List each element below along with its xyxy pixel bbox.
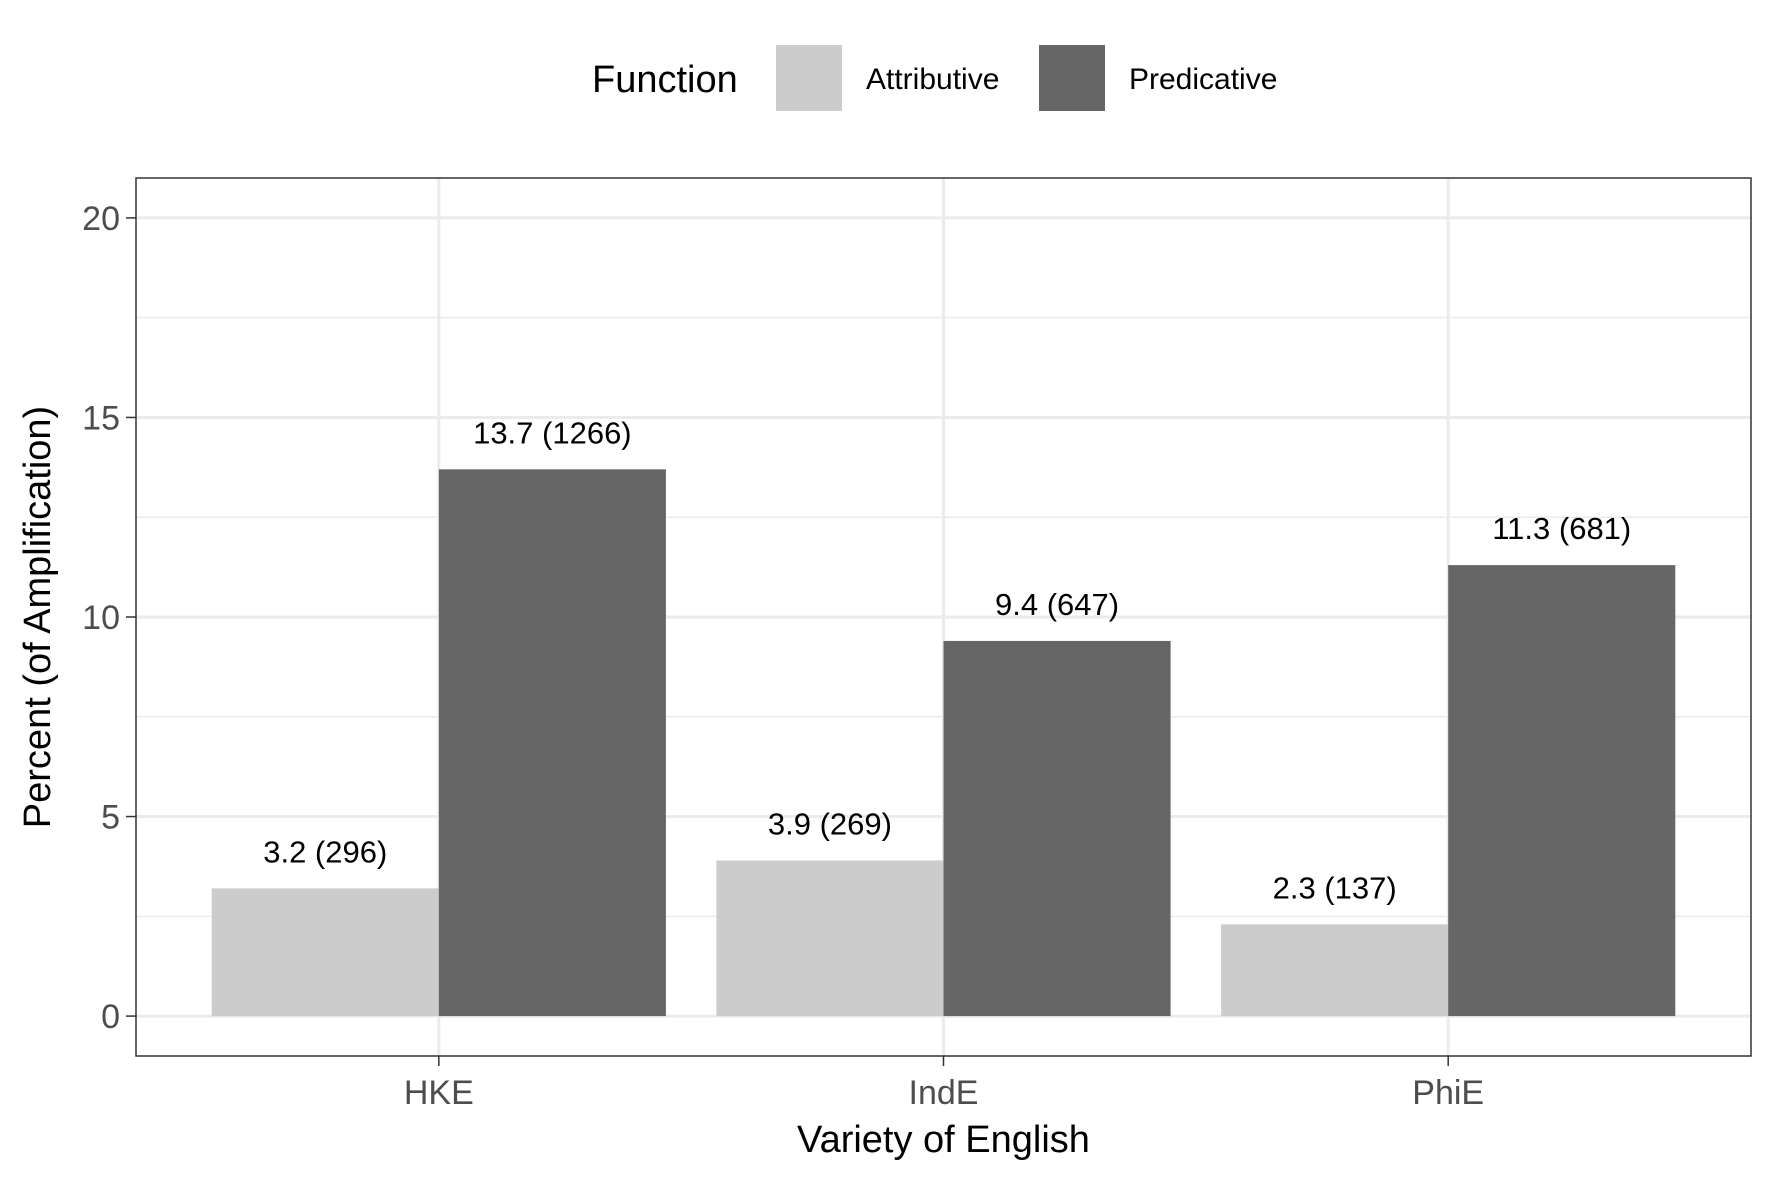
x-tick-label-phie: PhiE (1412, 1074, 1484, 1112)
data-label-attributive-phie: 2.3 (137) (1273, 870, 1397, 905)
data-label-attributive-hke: 3.2 (296) (263, 834, 387, 869)
y-axis: 0 5 10 15 20 (82, 200, 136, 1036)
y-tick-label: 10 (82, 599, 120, 637)
legend-label-predicative: Predicative (1129, 63, 1277, 96)
plot-panel: 3.2 (296) 3.9 (269) 2.3 (137) 13.7 (1266) 9.… (135, 177, 1752, 1057)
legend: Function Attributive Predicative (592, 45, 1277, 111)
legend-title: Function (592, 59, 738, 101)
x-axis: HKE IndE PhiE (404, 1056, 1484, 1112)
y-axis-title: Percent (of Amplification) (17, 406, 59, 828)
data-labels: 3.2 (296) 3.9 (269) 2.3 (137) 13.7 (1266) 9.… (263, 415, 1631, 905)
bars (211, 469, 1676, 1017)
legend-key-attributive (776, 45, 842, 111)
y-tick-label: 0 (101, 998, 120, 1036)
y-tick-label: 5 (101, 799, 120, 837)
bar-attributive-inde (716, 860, 944, 1017)
legend-label-attributive: Attributive (866, 63, 999, 96)
y-tick-label: 20 (82, 200, 120, 238)
bar-attributive-hke (211, 888, 439, 1017)
data-label-predicative-hke: 13.7 (1266) (473, 415, 632, 450)
x-tick-label-inde: IndE (909, 1074, 979, 1112)
data-label-predicative-phie: 11.3 (681) (1492, 511, 1631, 546)
bar-predicative-inde (943, 640, 1171, 1017)
bar-attributive-phie (1221, 924, 1449, 1017)
bar-predicative-phie (1448, 565, 1676, 1017)
data-label-predicative-inde: 9.4 (647) (995, 587, 1119, 622)
x-tick-label-hke: HKE (404, 1074, 474, 1112)
y-tick-label: 15 (82, 399, 120, 437)
data-label-attributive-inde: 3.9 (269) (768, 806, 892, 841)
bar-predicative-hke (438, 469, 666, 1017)
legend-key-predicative (1039, 45, 1105, 111)
x-axis-title: Variety of English (797, 1119, 1090, 1161)
